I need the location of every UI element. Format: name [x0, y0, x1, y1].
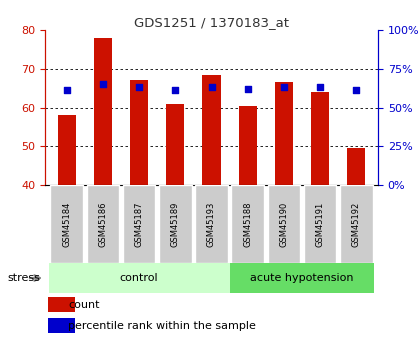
Bar	[275, 82, 293, 185]
Bar	[94, 38, 112, 185]
Point	[244, 86, 251, 92]
Text: GSM45186: GSM45186	[98, 201, 108, 247]
Bar	[304, 185, 336, 263]
Bar	[87, 185, 119, 263]
Bar	[48, 297, 75, 312]
Text: GSM45193: GSM45193	[207, 201, 216, 247]
Bar	[268, 185, 300, 263]
Point	[208, 85, 215, 90]
Bar	[130, 80, 148, 185]
Text: GSM45188: GSM45188	[243, 201, 252, 247]
Text: GSM45189: GSM45189	[171, 201, 180, 247]
Bar	[239, 106, 257, 185]
Text: GSM45190: GSM45190	[279, 201, 289, 247]
Bar	[49, 263, 230, 293]
Bar	[202, 75, 220, 185]
Bar	[166, 104, 184, 185]
Text: GSM45191: GSM45191	[315, 201, 325, 247]
Text: acute hypotension: acute hypotension	[250, 273, 354, 283]
Point	[281, 85, 287, 90]
Point	[136, 85, 142, 90]
Bar	[159, 185, 192, 263]
Text: count: count	[68, 300, 100, 310]
Bar	[340, 185, 373, 263]
Point	[100, 81, 106, 87]
Point	[353, 88, 360, 93]
Bar	[123, 185, 155, 263]
Bar	[48, 318, 75, 333]
Text: stress: stress	[7, 273, 40, 283]
Bar	[231, 185, 264, 263]
Text: control: control	[120, 273, 158, 283]
Text: GSM45184: GSM45184	[62, 201, 71, 247]
Point	[63, 88, 70, 93]
Bar	[195, 185, 228, 263]
Text: GSM45192: GSM45192	[352, 201, 361, 247]
Bar	[58, 115, 76, 185]
Text: percentile rank within the sample: percentile rank within the sample	[68, 321, 256, 331]
Point	[317, 85, 323, 90]
Bar	[347, 148, 365, 185]
Title: GDS1251 / 1370183_at: GDS1251 / 1370183_at	[134, 16, 289, 29]
Point	[172, 88, 178, 93]
Bar	[311, 92, 329, 185]
Bar	[230, 263, 374, 293]
Bar	[50, 185, 83, 263]
Text: GSM45187: GSM45187	[134, 201, 144, 247]
